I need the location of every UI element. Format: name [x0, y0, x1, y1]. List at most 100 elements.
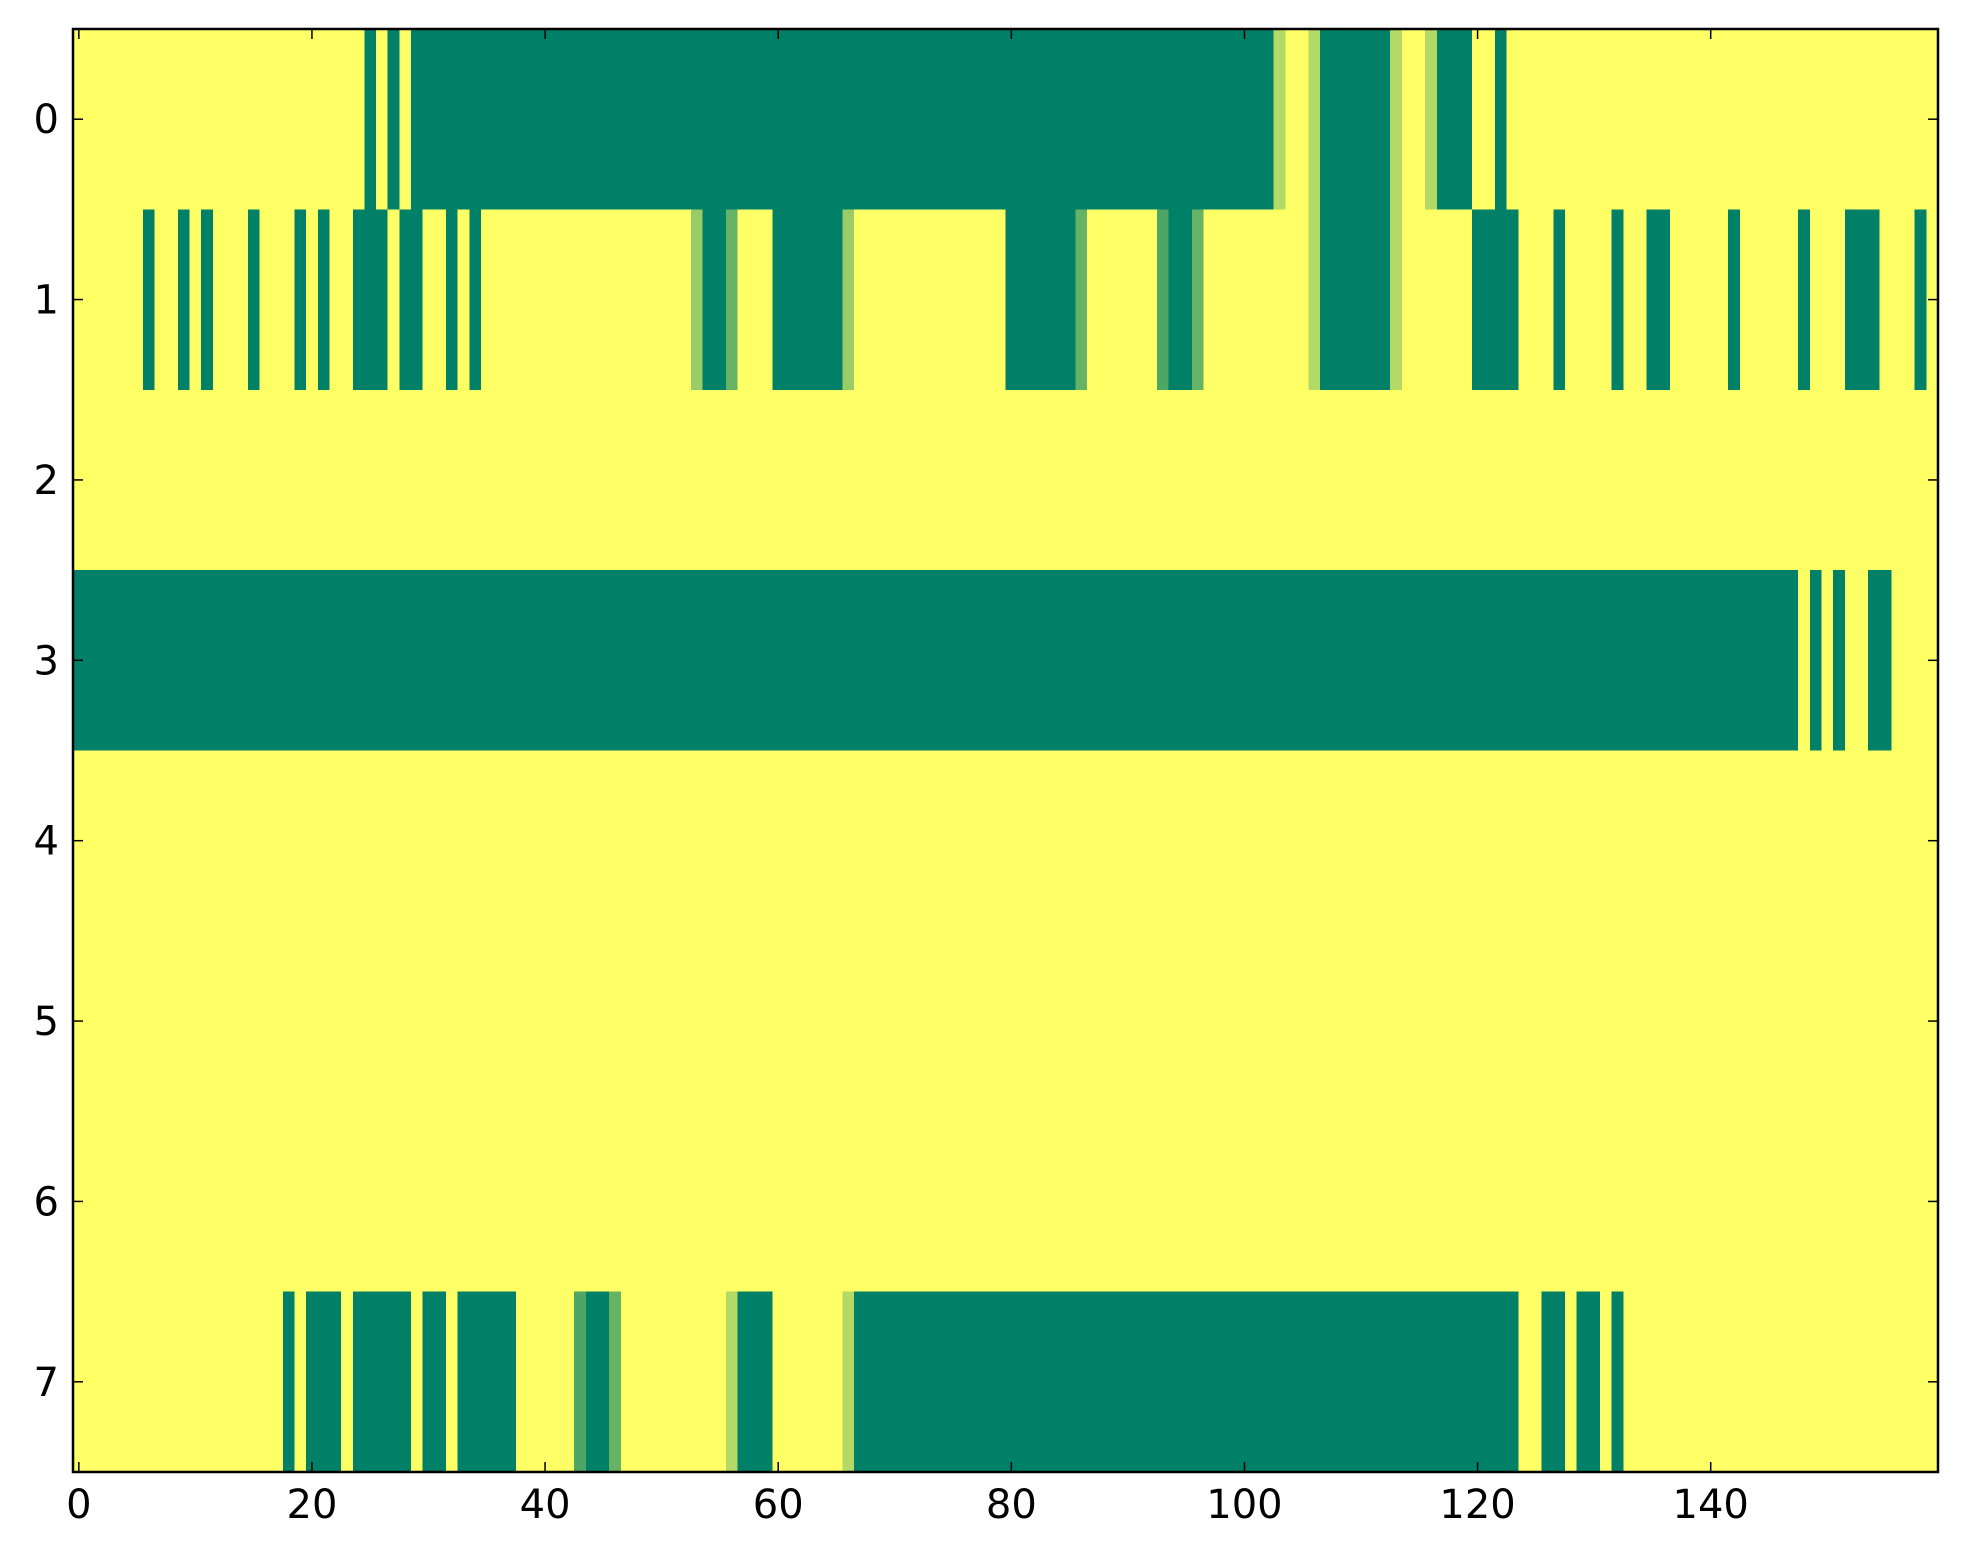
heatmap-cell [550, 930, 564, 1112]
heatmap-cell [1390, 209, 1403, 391]
heatmap-cell [1576, 1111, 1589, 1293]
heatmap-cell [492, 1291, 505, 1473]
heatmap-cell [853, 750, 867, 932]
heatmap-cell [1168, 570, 1181, 752]
heatmap-cell [1355, 209, 1368, 391]
heatmap-cell [1844, 1111, 1858, 1293]
heatmap-cell [714, 1111, 727, 1293]
heatmap-cell [877, 209, 890, 391]
heatmap-cell [247, 750, 261, 932]
heatmap-cell [1087, 1291, 1100, 1473]
heatmap-cell [1343, 29, 1356, 210]
heatmap-cell [515, 570, 529, 752]
heatmap-cell [1658, 930, 1671, 1112]
heatmap-cell [970, 930, 983, 1112]
heatmap-cell [1833, 570, 1846, 752]
heatmap-cell [807, 209, 820, 391]
heatmap-cell [1623, 29, 1636, 210]
heatmap-cell [1413, 29, 1426, 210]
heatmap-cell [282, 29, 296, 210]
heatmap-cell [1413, 1291, 1426, 1473]
y-tick-label: 7 [34, 1360, 59, 1406]
heatmap-cell [446, 29, 459, 210]
heatmap-cell [1599, 570, 1613, 752]
heatmap-cell [1460, 570, 1473, 752]
heatmap-cell [236, 29, 249, 210]
heatmap-cell [830, 570, 843, 752]
heatmap-cell [411, 570, 424, 752]
heatmap-cell [690, 1111, 704, 1293]
heatmap-cell [958, 209, 972, 391]
heatmap-cell [1238, 750, 1251, 932]
heatmap-cell [469, 1111, 482, 1293]
heatmap-cell [1914, 209, 1927, 391]
heatmap-cell [1122, 1291, 1135, 1473]
heatmap-cell [1763, 1291, 1776, 1473]
heatmap-cell [364, 750, 377, 932]
heatmap-cell [399, 750, 412, 932]
heatmap-cell [1868, 209, 1881, 391]
heatmap-cell [119, 389, 132, 571]
heatmap-cell [1623, 209, 1636, 391]
heatmap-cell [585, 29, 599, 210]
heatmap-cell [923, 930, 937, 1112]
heatmap-cell [387, 750, 400, 932]
heatmap-cell [609, 1291, 622, 1473]
heatmap-cell [1809, 209, 1823, 391]
heatmap-cell [107, 389, 121, 571]
heatmap-cell [1763, 389, 1776, 571]
heatmap-cell [1192, 1111, 1205, 1293]
heatmap-cell [446, 1291, 459, 1473]
heatmap-cell [1098, 570, 1112, 752]
heatmap-cell [341, 750, 354, 932]
heatmap-cell [1285, 389, 1298, 571]
heatmap-cell [1063, 389, 1077, 571]
heatmap-cell [993, 750, 1007, 932]
heatmap-cell [1658, 570, 1671, 752]
x-tick-label: 80 [986, 1482, 1037, 1528]
heatmap-cell [1320, 1291, 1333, 1473]
heatmap-cell [1868, 930, 1881, 1112]
heatmap-cell [96, 570, 109, 752]
heatmap-cell [352, 930, 366, 1112]
heatmap-cell [1238, 1111, 1251, 1293]
heatmap-cell [819, 1111, 832, 1293]
heatmap-cell [1017, 930, 1030, 1112]
x-tick-label: 100 [1206, 1482, 1282, 1528]
heatmap-cell [1378, 1111, 1391, 1293]
heatmap-cell [947, 930, 960, 1112]
heatmap-cell [1693, 1291, 1706, 1473]
heatmap-cell [1250, 1291, 1263, 1473]
heatmap-cell [341, 209, 354, 391]
heatmap-cell [1681, 930, 1694, 1112]
heatmap-cell [1495, 209, 1508, 391]
heatmap-cell [1460, 930, 1473, 1112]
heatmap-cell [1611, 570, 1624, 752]
heatmap-cell [434, 1111, 447, 1293]
heatmap-cell [469, 209, 482, 391]
heatmap-cell [1215, 1111, 1228, 1293]
heatmap-cell [1040, 750, 1053, 932]
heatmap-cell [1110, 29, 1123, 210]
heatmap-cell [154, 930, 167, 1112]
heatmap-cell [271, 750, 284, 932]
heatmap-cell [842, 209, 855, 391]
heatmap-cell [1436, 570, 1450, 752]
heatmap-cell [749, 29, 762, 210]
heatmap-cell [644, 389, 657, 571]
heatmap-cell [492, 29, 505, 210]
heatmap-cell [1308, 389, 1321, 571]
heatmap-cell [1739, 29, 1753, 210]
heatmap-cell [772, 750, 785, 932]
heatmap-cell [1238, 1291, 1251, 1473]
heatmap-cell [1110, 389, 1123, 571]
heatmap-cell [1180, 209, 1193, 391]
heatmap-cell [1611, 1111, 1624, 1293]
heatmap-cell [1798, 570, 1811, 752]
heatmap-cell [1856, 1291, 1869, 1473]
heatmap-cell [1821, 750, 1834, 932]
heatmap-cell [387, 389, 400, 571]
heatmap-cell [1425, 389, 1438, 571]
heatmap-cell [853, 29, 867, 210]
